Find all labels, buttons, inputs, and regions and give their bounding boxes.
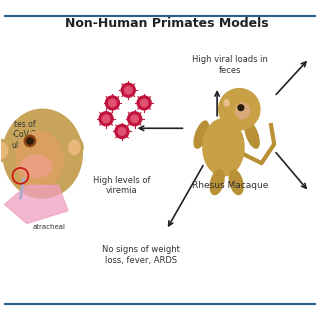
Ellipse shape [224,100,229,106]
Circle shape [102,115,110,123]
Ellipse shape [3,109,82,198]
Ellipse shape [66,137,83,158]
Ellipse shape [235,103,250,119]
Circle shape [99,112,113,126]
Ellipse shape [0,140,11,162]
Text: High viral loads in
feces: High viral loads in feces [192,55,268,75]
Circle shape [124,86,132,94]
Circle shape [108,99,116,107]
Polygon shape [4,185,68,223]
Ellipse shape [229,170,243,195]
Circle shape [118,128,126,135]
Ellipse shape [69,140,80,155]
Text: No signs of weight
loss, fever, ARDS: No signs of weight loss, fever, ARDS [102,245,180,265]
Text: tes of
-CoV-2
ulation: tes of -CoV-2 ulation [11,120,38,149]
Circle shape [128,112,142,126]
Circle shape [121,83,135,97]
Circle shape [238,105,244,110]
Ellipse shape [194,121,208,148]
Ellipse shape [223,98,231,108]
Text: atracheal: atracheal [33,224,66,230]
Ellipse shape [20,155,52,178]
Circle shape [219,89,260,130]
Circle shape [27,138,33,144]
Ellipse shape [245,121,259,148]
Ellipse shape [203,119,244,176]
Circle shape [115,124,129,139]
Circle shape [24,135,36,147]
Text: Rhesus Macaque: Rhesus Macaque [192,181,268,190]
Circle shape [137,96,151,110]
Ellipse shape [210,170,224,195]
Ellipse shape [16,132,63,188]
Circle shape [140,99,148,107]
Circle shape [131,115,139,123]
Text: High levels of
viremia: High levels of viremia [93,176,151,195]
Ellipse shape [0,142,8,158]
Text: Non-Human Primates Models: Non-Human Primates Models [65,17,268,30]
Circle shape [105,96,119,110]
